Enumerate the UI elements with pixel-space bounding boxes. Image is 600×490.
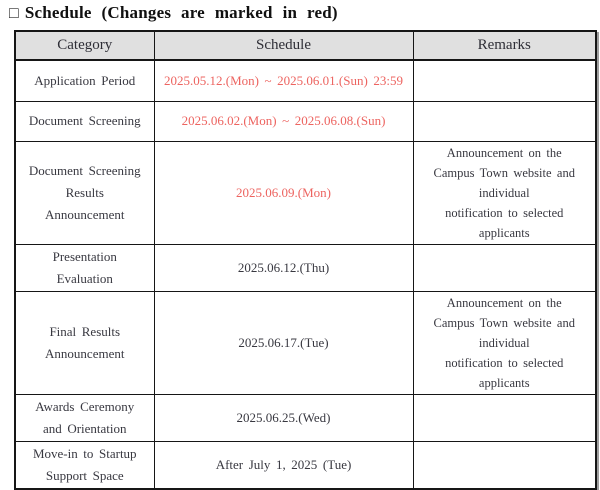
table-header-row: Category Schedule Remarks: [14, 30, 597, 61]
schedule-cell: 2025.06.25.(Wed): [153, 393, 414, 442]
category-cell: Awards Ceremony and Orientation: [14, 393, 155, 442]
header-category: Category: [14, 30, 155, 61]
table-row: Application Period 2025.05.12.(Mon) ~ 20…: [14, 59, 597, 102]
table-row: Document Screening 2025.06.02.(Mon) ~ 20…: [14, 100, 597, 142]
section-title-text: Schedule (Changes are marked in red): [24, 3, 338, 22]
schedule-cell: 2025.05.12.(Mon) ~ 2025.06.01.(Sun) 23:5…: [153, 59, 414, 102]
schedule-cell: 2025.06.12.(Thu): [153, 243, 414, 292]
category-cell: Final Results Announcement: [14, 290, 155, 395]
remarks-cell: [412, 100, 597, 142]
table-row: Final Results Announcement 2025.06.17.(T…: [14, 290, 597, 395]
category-cell: Move-in to Startup Support Space: [14, 440, 155, 489]
header-remarks: Remarks: [412, 30, 597, 61]
schedule-cell: 2025.06.02.(Mon) ~ 2025.06.08.(Sun): [153, 100, 414, 142]
remarks-cell: [412, 59, 597, 102]
schedule-table: Category Schedule Remarks Application Pe…: [14, 30, 597, 490]
schedule-cell: 2025.06.17.(Tue): [153, 290, 414, 395]
section-title: □ Schedule (Changes are marked in red): [9, 3, 338, 23]
category-cell: Document Screening: [14, 100, 155, 142]
remarks-cell: [412, 393, 597, 442]
header-schedule: Schedule: [153, 30, 414, 61]
remarks-cell: Announcement on the Campus Town website …: [412, 140, 597, 245]
remarks-cell: [412, 440, 597, 489]
schedule-cell: 2025.06.09.(Mon): [153, 140, 414, 245]
schedule-cell: After July 1, 2025 (Tue): [153, 440, 414, 489]
checkbox-square-icon: □: [9, 5, 19, 22]
category-cell: Presentation Evaluation: [14, 243, 155, 292]
remarks-cell: Announcement on the Campus Town website …: [412, 290, 597, 395]
table-row: Awards Ceremony and Orientation 2025.06.…: [14, 393, 597, 442]
table-row: Move-in to Startup Support Space After J…: [14, 440, 597, 489]
category-cell: Application Period: [14, 59, 155, 102]
remarks-cell: [412, 243, 597, 292]
table-row: Presentation Evaluation 2025.06.12.(Thu): [14, 243, 597, 292]
table-row: Document Screening Results Announcement …: [14, 140, 597, 245]
category-cell: Document Screening Results Announcement: [14, 140, 155, 245]
